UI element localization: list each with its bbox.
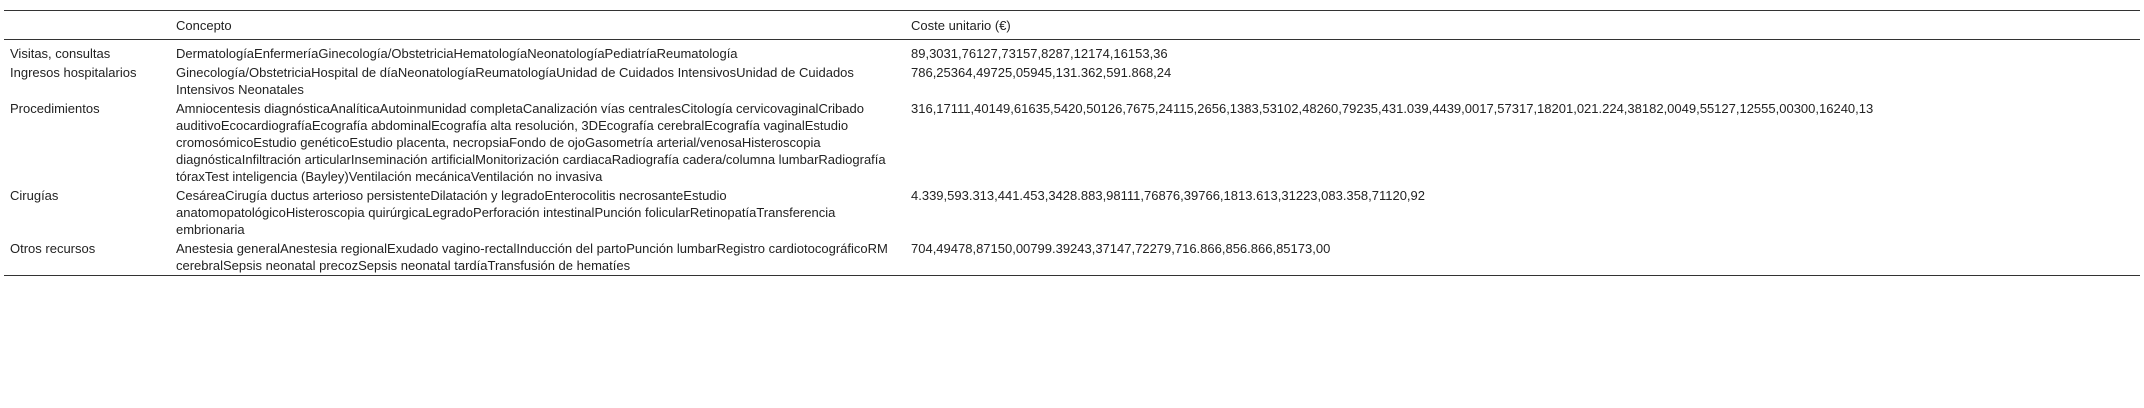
concept-item: Ecografía cerebral [598,118,705,133]
row-cost: 704,49478,87150,00799.39243,37147,72279,… [911,241,1331,256]
concept-item: Perforación intestinal [473,205,595,220]
concept-item: Inducción del parto [516,241,627,256]
concept-item: Neonatología [527,46,605,61]
concept-item: Analítica [329,101,380,116]
concept-item: Radiografía cadera/columna lumbar [611,152,819,167]
concept-item: Punción lumbar [626,241,717,256]
concept-item: Legrado [425,205,474,220]
row-concepts: Anestesia generalAnestesia regionalExuda… [170,239,905,276]
concept-item: Pediatría [604,46,657,61]
concept-item: Inseminación artificial [350,152,476,167]
concept-item: Gasometría arterial/venosa [585,135,742,150]
row-cost: 4.339,593.313,441.453,3428.883,98111,768… [911,188,1425,203]
concept-item: Ecocardiografía [220,118,312,133]
concept-item: Unidad de Cuidados Intensivos [556,65,737,80]
concept-item: Ginecología/Obstetricia [176,65,312,80]
concept-item: Enterocolitis necrosante [544,188,684,203]
concept-item: Anestesia regional [280,241,388,256]
row-category: Ingresos hospitalarios [10,65,137,80]
row-cost: 89,3031,76127,73157,8287,12174,16153,36 [911,46,1168,61]
concept-item: Radiografía tórax [176,152,886,184]
concept-item: Citología cervicovaginal [681,101,819,116]
concept-item: Histeroscopia diagnóstica [176,135,821,167]
row-concepts: Ginecología/ObstetriciaHospital de díaNe… [170,63,905,99]
concept-item: Punción folicular [594,205,690,220]
concept-item: Hematología [453,46,528,61]
concept-item: Ecografía abdominal [311,118,432,133]
concept-item: Cribado auditivo [176,101,864,133]
concept-item: Ecografía vaginal [704,118,805,133]
header-category [4,11,170,40]
concept-item: Registro cardiotocográfico [716,241,868,256]
concept-item: Canalización vías centrales [522,101,682,116]
concept-item: Fondo de ojo [509,135,586,150]
row-concepts: DermatologíaEnfermeríaGinecología/Obstet… [170,40,905,64]
concept-item: Anestesia general [176,241,281,256]
concept-item: Reumatología [475,65,557,80]
concept-item: Estudio cromosómico [176,118,849,150]
concept-item: Transfusión de hematíes [487,258,631,273]
concept-item: Hospital de día [311,65,398,80]
concept-item: Infiltración articular [241,152,351,167]
table-row: Otros recursos Anestesia generalAnestesia… [4,239,2140,276]
concept-item: Histeroscopia quirúrgica [285,205,426,220]
concept-item: Exudado vagino-rectal [387,241,517,256]
concept-item: Sepsis neonatal precoz [222,258,359,273]
concept-item: RM cerebral [176,241,888,273]
table-row: Cirugías CesáreaCirugía ductus arterioso … [4,186,2140,239]
table-row: Procedimientos Amniocentesis diagnósticaA… [4,99,2140,186]
table-row: Visitas, consultas DermatologíaEnfermería… [4,40,2140,64]
concept-item: Neonatología [397,65,476,80]
header-row: Concepto Coste unitario (€) [4,10,2140,40]
concept-item: Unidad de Cuidados Intensivos Neonatales [176,65,854,97]
concept-item: Cesárea [176,188,226,203]
concept-item: Amniocentesis diagnóstica [176,101,330,116]
concept-item: Ginecología/Obstetricia [318,46,454,61]
concept-item: Dilatación y legrado [430,188,545,203]
concept-item: Transferencia embrionaria [176,205,836,237]
concept-item: Estudio genético [253,135,350,150]
concept-item: Reumatología [656,46,738,61]
concept-item: Monitorización cardiaca [475,152,612,167]
concept-item: Ventilación mecánica [348,169,471,184]
concept-item: Estudio placenta, necropsia [349,135,510,150]
header-concepto: Concepto [176,18,232,33]
row-category: Visitas, consultas [10,46,111,61]
concept-item: Sepsis neonatal tardía [358,258,488,273]
concept-item: Retinopatía [689,205,757,220]
concept-item: Ventilación no invasiva [470,169,603,184]
row-cost: 786,25364,49725,05945,131.362,591.868,24 [911,65,1172,80]
row-cost: 316,17111,40149,61635,5420,50126,7675,24… [911,101,1874,116]
concept-item: Ecografía alta resolución, 3D [431,118,599,133]
table-row: Ingresos hospitalarios Ginecología/Obstet… [4,63,2140,99]
row-category: Procedimientos [10,101,100,116]
concept-item: Estudio anatomopatológico [176,188,727,220]
concept-item: Dermatología [176,46,255,61]
concept-item: Autoinmunidad completa [379,101,523,116]
row-category: Cirugías [10,188,59,203]
row-concepts: CesáreaCirugía ductus arterioso persiste… [170,186,905,239]
concept-item: Cirugía ductus arterioso persistente [225,188,431,203]
row-concepts: Amniocentesis diagnósticaAnalíticaAutoin… [170,99,905,186]
header-coste: Coste unitario (€) [911,18,1011,33]
concept-item: Enfermería [254,46,319,61]
concept-item: Test inteligencia (Bayley) [204,169,349,184]
row-category: Otros recursos [10,241,96,256]
cost-table: Concepto Coste unitario (€) Visitas, con… [4,10,2140,276]
